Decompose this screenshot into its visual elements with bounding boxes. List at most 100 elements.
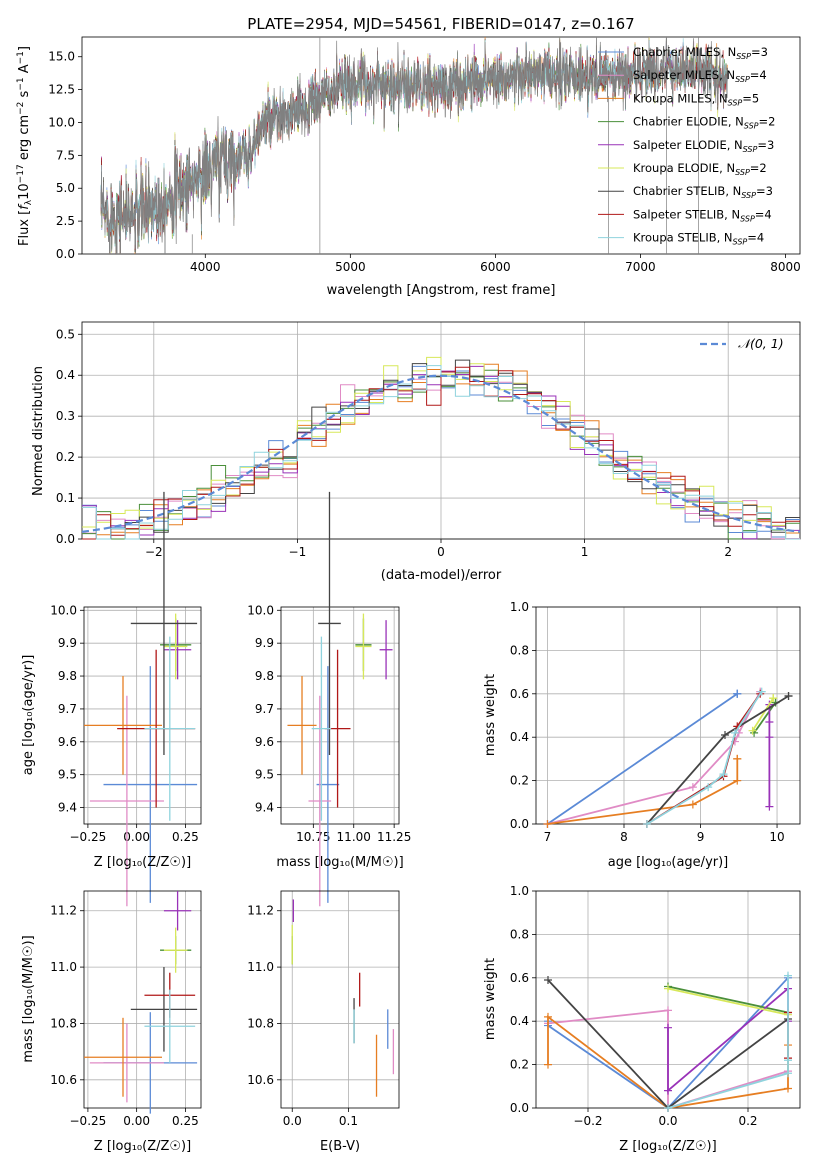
axes-frame bbox=[280, 606, 400, 825]
tick-label-y: 0.6 bbox=[510, 687, 529, 701]
weight-marker bbox=[757, 687, 766, 696]
spectrum-legend: Chabrier MILES, NSSP=3 Salpeter MILES, NS… bbox=[598, 45, 775, 247]
tick-label-y: 0.0 bbox=[510, 817, 529, 831]
weight-marker bbox=[748, 726, 757, 735]
tick-label-y: 10.0 bbox=[48, 115, 75, 129]
weight-marker bbox=[543, 820, 552, 828]
weight-line bbox=[753, 701, 777, 734]
spectrum-axes: 4000 5000 6000 7000 8000 0.0 2.5 5.0 7.5 10.0 12.5… bbox=[48, 36, 801, 274]
tick-label-x: 0.25 bbox=[172, 1114, 199, 1128]
tick-label-x: −2 bbox=[145, 545, 163, 559]
tick-label-y: 10.8 bbox=[247, 1016, 274, 1030]
tick-label-y: 7.5 bbox=[56, 148, 75, 162]
tick-label-x: 0.0 bbox=[283, 1114, 302, 1128]
weight-line bbox=[751, 697, 774, 732]
agez-xlabel: Z [log₁₀(Z/Z☉)] bbox=[94, 855, 191, 870]
weight-marker bbox=[721, 731, 730, 740]
tick-label-x: 10.75 bbox=[296, 830, 330, 844]
tick-label-y: 15.0 bbox=[48, 50, 75, 64]
mwz-series bbox=[544, 971, 792, 1112]
residual-histogram bbox=[82, 366, 800, 540]
legend-entry: Kroupa STELIB, NSSP=4 bbox=[633, 231, 764, 247]
weight-line bbox=[667, 987, 789, 1016]
mwage-ylabel: mass weight bbox=[483, 674, 498, 756]
tick-label-y: 10.6 bbox=[50, 1073, 77, 1087]
tick-label-x: 10 bbox=[769, 830, 784, 844]
residuals-xlabel: (data-model)/error bbox=[381, 568, 502, 583]
spectrum-xlabel: wavelength [Angstrom, rest frame] bbox=[327, 283, 556, 298]
weight-line bbox=[667, 986, 789, 1093]
tick-label-y: 9.5 bbox=[58, 768, 77, 782]
agemass-xlabel: mass [log₁₀(M/M☉)] bbox=[276, 855, 403, 870]
histograms bbox=[81, 356, 801, 540]
tick-label-y: 1.0 bbox=[510, 600, 529, 614]
figure-title: PLATE=2954, MJD=54561, FIBERID=0147, z=0… bbox=[247, 15, 634, 33]
tick-label-y: 9.6 bbox=[255, 735, 274, 749]
axes-frame bbox=[280, 890, 400, 1109]
tick-label-x: 7000 bbox=[625, 260, 656, 274]
weight-marker bbox=[765, 718, 774, 727]
tick-label-y: 12.5 bbox=[48, 83, 75, 97]
weight-marker bbox=[784, 1056, 792, 1065]
massz-xlabel: Z [log₁₀(Z/Z☉)] bbox=[94, 1139, 191, 1154]
tick-label-y: 9.4 bbox=[58, 801, 77, 815]
tick-label-y: 0.2 bbox=[510, 1058, 529, 1072]
tick-label-y: 9.4 bbox=[255, 801, 274, 815]
weight-marker bbox=[769, 694, 778, 703]
tick-label-x: 0 bbox=[437, 545, 445, 559]
axes-frame bbox=[83, 606, 202, 825]
tick-label-x: 5000 bbox=[335, 260, 366, 274]
massebv-xlabel: E(B-V) bbox=[320, 1139, 360, 1154]
tick-label-x: 0.0 bbox=[658, 1114, 677, 1128]
weight-marker bbox=[544, 1060, 552, 1069]
tick-label-y: 9.5 bbox=[255, 768, 274, 782]
tick-label-x: 2 bbox=[724, 545, 732, 559]
mwz-xlabel: Z [log₁₀(Z/Z☉)] bbox=[619, 1139, 716, 1154]
weight-marker bbox=[642, 820, 651, 828]
massz-ylabel: mass [log₁₀(M/M☉)] bbox=[21, 935, 36, 1062]
tick-label-x: 11.00 bbox=[337, 830, 371, 844]
tick-label-x: 9 bbox=[697, 830, 705, 844]
tick-label-x: 0.00 bbox=[123, 1114, 150, 1128]
legend-entry: Chabrier STELIB, NSSP=3 bbox=[633, 184, 773, 200]
weight-marker bbox=[664, 1023, 672, 1032]
weight-marker bbox=[544, 975, 552, 984]
tick-label-y: 0.4 bbox=[510, 1014, 529, 1028]
tick-label-y: 2.5 bbox=[56, 214, 75, 228]
weight-marker bbox=[688, 783, 697, 792]
tick-label-y: 9.9 bbox=[58, 636, 77, 650]
weight-marker bbox=[719, 770, 728, 779]
agemass-errorbars bbox=[287, 491, 393, 907]
legend-entry: Chabrier MILES, NSSP=3 bbox=[633, 45, 768, 61]
weight-marker bbox=[664, 1006, 672, 1015]
observed-spectrum-line bbox=[100, 37, 728, 254]
tick-label-x: −0.25 bbox=[70, 1114, 107, 1128]
tick-label-y: 0.1 bbox=[56, 491, 75, 505]
tick-label-y: 10.6 bbox=[247, 1073, 274, 1087]
tick-label-x: 7 bbox=[544, 830, 552, 844]
tick-label-y: 11.2 bbox=[50, 904, 77, 918]
weight-line bbox=[667, 975, 789, 1109]
spectrum-ylabel: Flux [fλ10−17 erg cm−2 s−1 A−1] bbox=[16, 46, 34, 246]
massz-axes: −0.25 0.00 0.25 10.6 10.8 11.0 11.2 bbox=[50, 890, 202, 1128]
weight-marker bbox=[688, 800, 697, 809]
tick-label-y: 0.3 bbox=[56, 409, 75, 423]
weight-line bbox=[667, 985, 789, 1014]
tick-label-y: 0.4 bbox=[510, 730, 529, 744]
axes-frame bbox=[81, 321, 801, 540]
axes-frame bbox=[81, 36, 801, 255]
weight-marker bbox=[704, 783, 713, 792]
weight-marker bbox=[784, 971, 792, 980]
tick-label-y: 0.2 bbox=[510, 774, 529, 788]
weight-marker bbox=[664, 1104, 672, 1112]
tick-label-x: −1 bbox=[289, 545, 307, 559]
tick-label-x: 0.1 bbox=[339, 1114, 358, 1128]
weight-marker bbox=[664, 1086, 672, 1095]
agez-ylabel: age [log₁₀(age/yr)] bbox=[21, 655, 36, 776]
tick-label-x: 0.2 bbox=[738, 1114, 757, 1128]
tick-label-y: 0.0 bbox=[56, 532, 75, 546]
weight-marker bbox=[544, 1012, 552, 1021]
mwage-series bbox=[543, 687, 793, 828]
axes-frame bbox=[535, 606, 801, 825]
